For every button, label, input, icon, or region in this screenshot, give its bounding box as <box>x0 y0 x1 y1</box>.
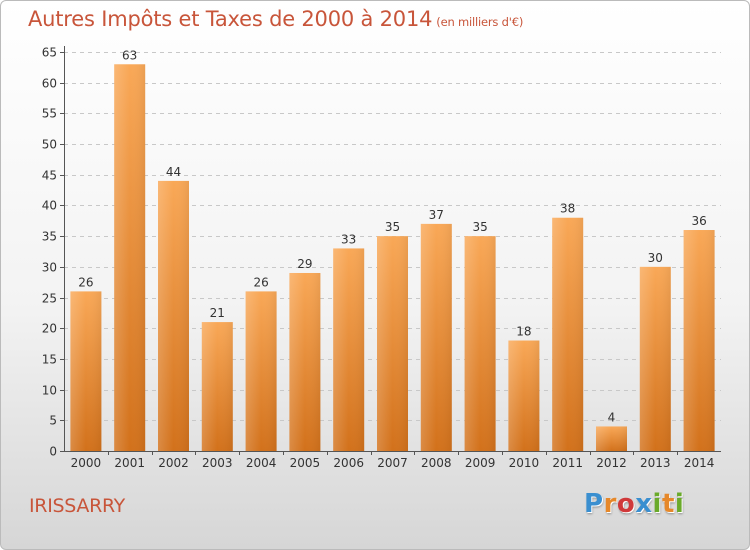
bar-shine <box>158 180 189 451</box>
bar-value-label: 35 <box>472 220 487 234</box>
bar-value-label: 38 <box>560 202 575 216</box>
bar-shine <box>114 64 146 452</box>
bar-shine <box>683 230 715 451</box>
y-tick-label: 45 <box>42 169 57 183</box>
bar-value-label: 26 <box>78 275 93 289</box>
y-tick-label: 55 <box>42 107 57 121</box>
chart-title-text: Autres Impôts et Taxes de 2000 à 2014 <box>28 7 433 31</box>
bar-shine <box>377 236 408 451</box>
x-tick-label: 2007 <box>377 456 408 470</box>
logo-letter: i <box>674 489 685 519</box>
bar-shine <box>201 322 233 451</box>
bar-shine <box>333 248 365 451</box>
y-tick-label: 15 <box>42 353 57 367</box>
axes: 0 5 10 15 20 25 30 35 40 45 50 55 60 65 2000 2001 2002 20… <box>42 46 721 470</box>
bar-value-label: 30 <box>648 251 663 265</box>
y-tick-label: 0 <box>49 445 57 459</box>
proxiti-logo[interactable]: Proxiti <box>584 489 684 519</box>
logo-letter: x <box>635 489 653 519</box>
y-tick-label: 65 <box>42 46 57 60</box>
x-tick-label: 2002 <box>158 456 189 470</box>
x-tick-label: 2003 <box>202 456 233 470</box>
y-tick-label: 60 <box>42 77 57 91</box>
logo-letter: t <box>661 489 675 519</box>
bar-shine <box>552 217 584 451</box>
y-tick-label: 5 <box>49 414 57 428</box>
x-tick-label: 2005 <box>290 456 321 470</box>
place-name: IRISSARRY <box>29 495 125 517</box>
logo-letter: P <box>584 489 604 519</box>
chart-title-unit: (en milliers d'€) <box>436 15 524 29</box>
bar-shine <box>464 236 496 451</box>
bar-shine <box>289 272 321 451</box>
bar-value-label: 44 <box>166 165 181 179</box>
bar-value-label: 35 <box>385 220 400 234</box>
bar-value-label: 37 <box>429 208 444 222</box>
bar-value-label: 63 <box>122 48 137 62</box>
x-tick-label: 2000 <box>71 456 102 470</box>
bar-value-label: 36 <box>691 214 706 228</box>
x-tick-label: 2014 <box>684 456 715 470</box>
x-tick-label: 2011 <box>552 456 583 470</box>
bar-value-label: 33 <box>341 232 356 246</box>
y-tick-label: 30 <box>42 261 57 275</box>
x-tick-label: 2009 <box>465 456 496 470</box>
x-tick-label: 2012 <box>596 456 627 470</box>
bar-shine <box>245 291 277 451</box>
chart-title: Autres Impôts et Taxes de 2000 à 2014 (en… <box>28 7 523 31</box>
bar-shine <box>508 340 540 451</box>
x-tick-label: 2008 <box>421 456 452 470</box>
logo-letter: r <box>603 489 617 519</box>
y-tick-label: 20 <box>42 322 57 336</box>
y-tick-label: 35 <box>42 230 57 244</box>
y-tick-label: 25 <box>42 292 57 306</box>
bar-shine <box>420 223 452 451</box>
bars: 26 63 44 21 26 29 33 35 37 35 18 38 4 30 36 <box>70 48 715 452</box>
bar-shine <box>596 426 627 451</box>
bar-shine <box>70 291 102 451</box>
y-tick-label: 10 <box>42 384 57 398</box>
logo-letter: i <box>652 489 662 519</box>
x-tick-label: 2006 <box>333 456 364 470</box>
bar-value-label: 29 <box>297 257 312 271</box>
bar-value-label: 18 <box>516 325 531 339</box>
y-tick-label: 40 <box>42 199 57 213</box>
x-tick-label: 2001 <box>114 456 145 470</box>
bar-value-label: 21 <box>210 306 225 320</box>
bar-shine <box>639 266 671 451</box>
x-tick-label: 2004 <box>246 456 277 470</box>
bar-value-label: 26 <box>253 275 268 289</box>
logo-letter: o <box>616 489 636 519</box>
x-tick-label: 2010 <box>509 456 540 470</box>
bar-value-label: 4 <box>608 410 616 424</box>
x-tick-label: 2013 <box>640 456 671 470</box>
y-tick-label: 50 <box>42 138 57 152</box>
